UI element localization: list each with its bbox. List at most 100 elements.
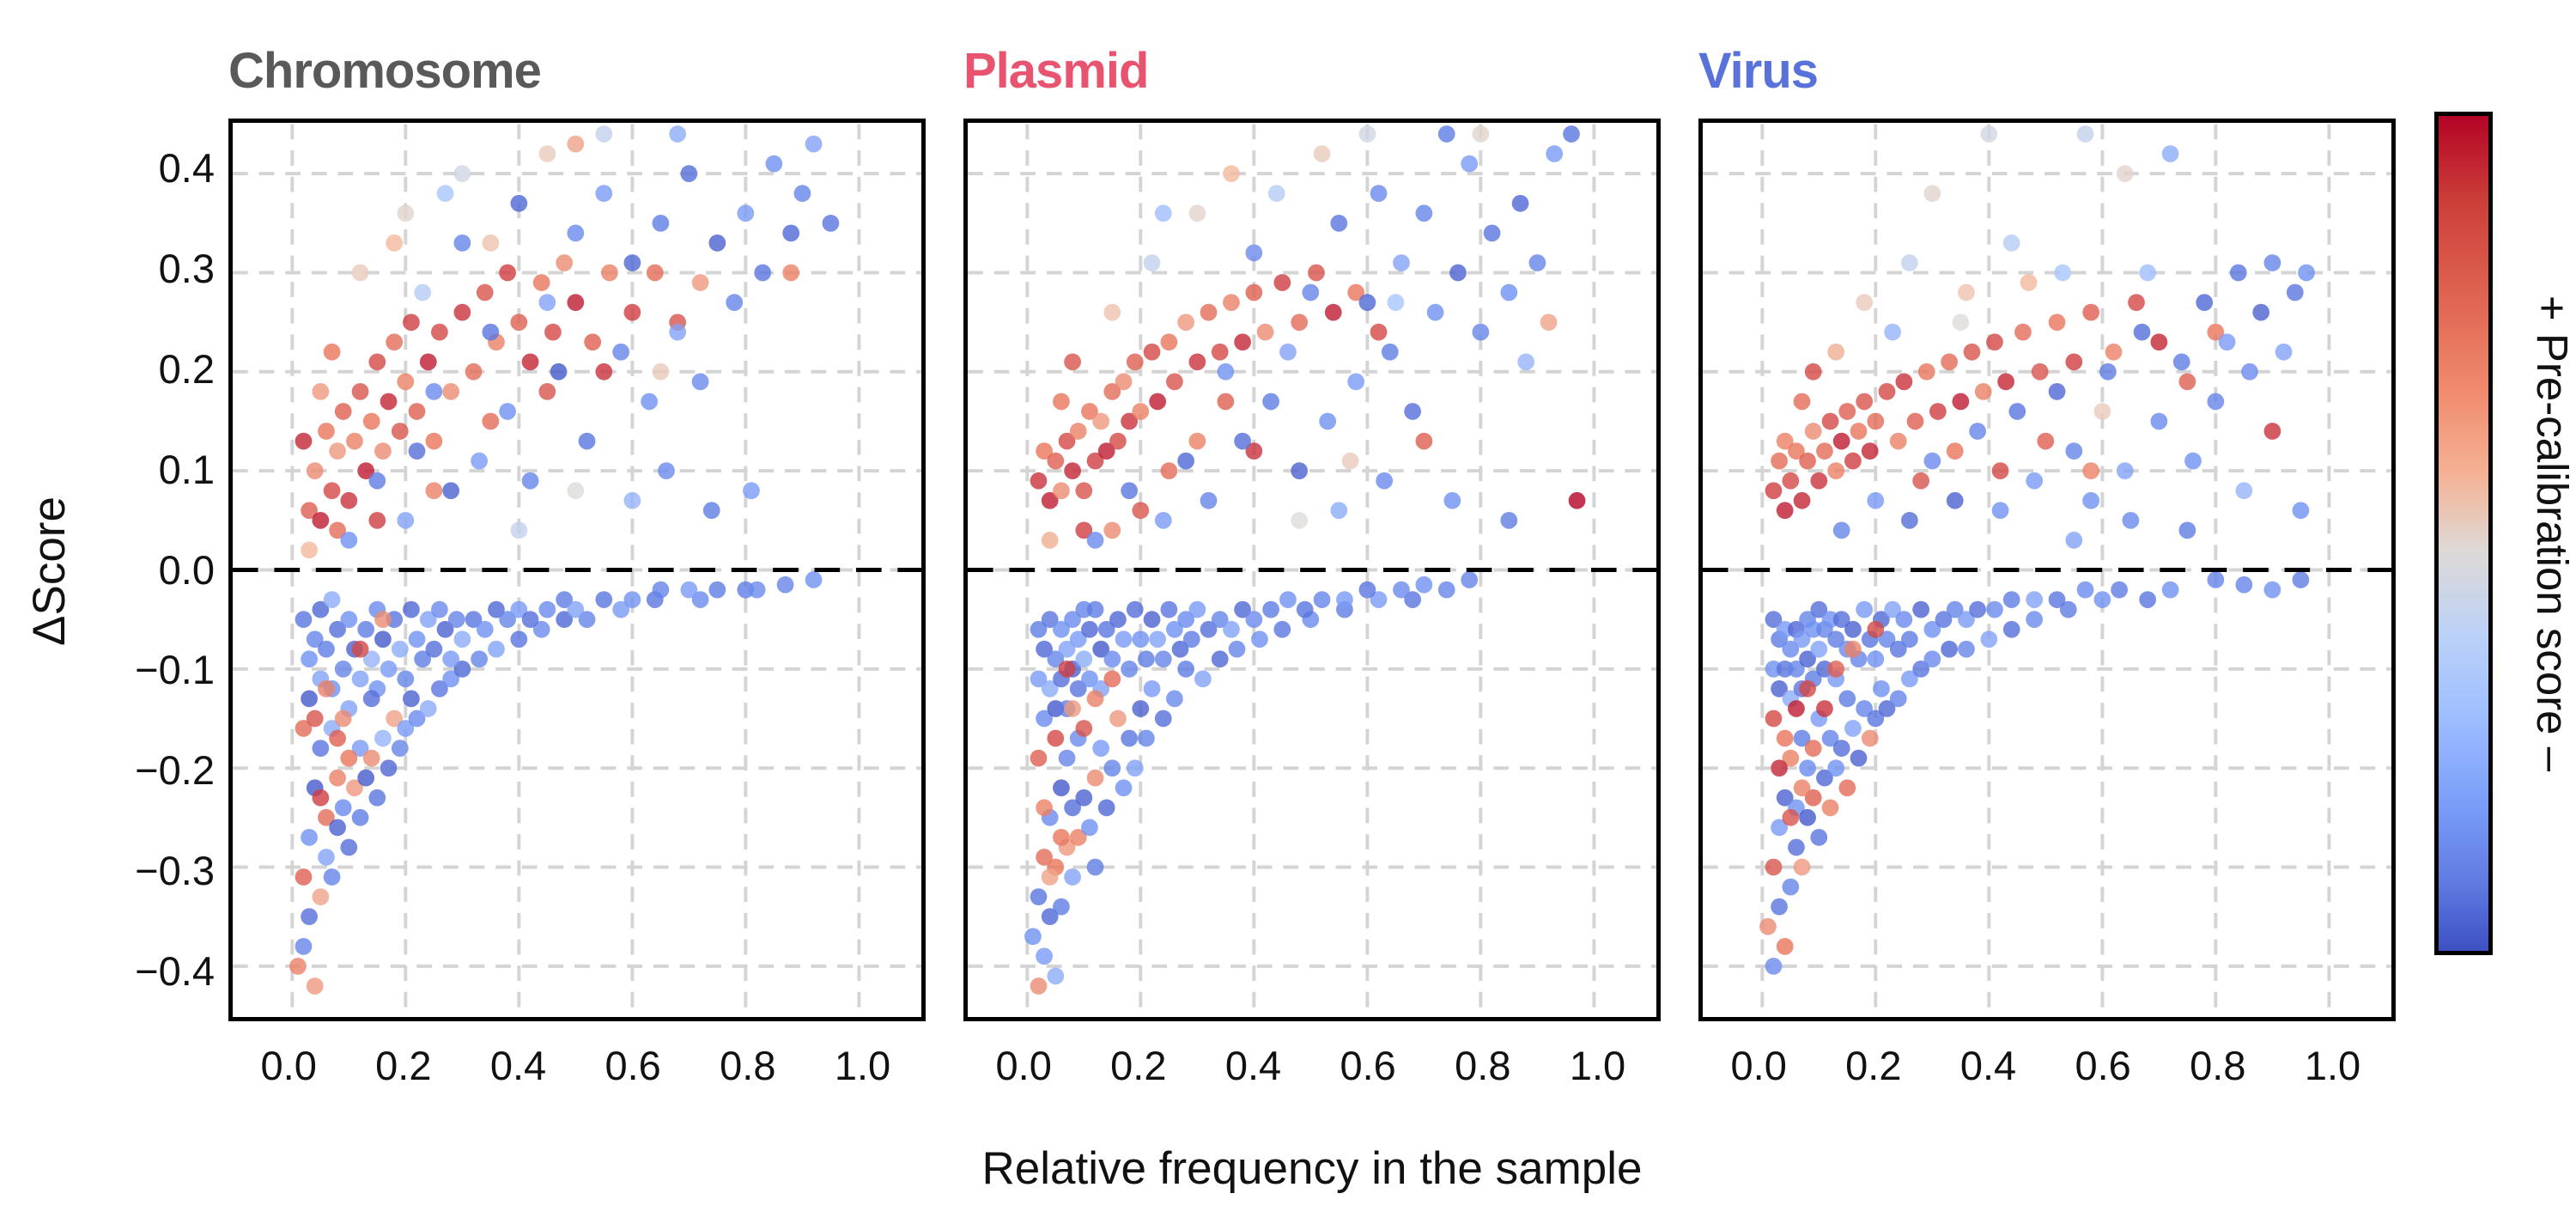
data-point	[1121, 482, 1139, 500]
data-point	[1850, 749, 1868, 767]
data-point	[2048, 383, 2066, 400]
x-tick-label: 0.6	[1340, 1043, 1396, 1088]
data-point	[1211, 650, 1229, 668]
data-point	[550, 362, 568, 381]
data-point	[1075, 482, 1093, 500]
data-point	[641, 393, 659, 411]
data-point	[2292, 502, 2310, 520]
data-point	[2207, 393, 2225, 411]
data-point	[1844, 452, 1862, 470]
data-point	[362, 650, 380, 668]
data-point	[2218, 333, 2236, 351]
data-point	[1816, 442, 1833, 460]
data-point	[471, 452, 488, 470]
data-point	[1810, 829, 1828, 846]
data-point	[1064, 611, 1081, 629]
data-point	[1069, 829, 1087, 846]
data-point	[1047, 967, 1065, 985]
data-point	[289, 957, 307, 975]
data-point	[431, 323, 448, 341]
data-point	[499, 264, 516, 282]
data-point	[2178, 521, 2196, 539]
data-point	[1036, 442, 1053, 460]
data-point	[323, 591, 341, 608]
data-point	[1041, 679, 1059, 697]
data-point	[567, 482, 585, 500]
data-point	[1097, 620, 1115, 638]
data-point	[1296, 600, 1314, 618]
data-point	[1782, 640, 1800, 658]
data-point	[1832, 432, 1850, 450]
data-point	[1058, 432, 1076, 450]
data-point	[2105, 343, 2123, 361]
data-point	[1765, 858, 1783, 876]
data-point	[595, 185, 613, 203]
data-point	[1832, 611, 1850, 629]
data-point	[556, 591, 574, 608]
data-point	[1182, 630, 1200, 648]
data-point	[1958, 611, 1975, 629]
data-point	[301, 650, 318, 668]
data-point	[1827, 630, 1845, 648]
data-point	[1771, 898, 1788, 916]
data-point	[1036, 947, 1053, 965]
data-point	[329, 521, 346, 539]
data-point	[1415, 575, 1433, 594]
data-point	[2275, 343, 2293, 361]
data-point	[1291, 462, 1309, 480]
data-point	[1086, 769, 1104, 787]
data-point	[1472, 125, 1490, 143]
data-point	[1075, 720, 1093, 737]
data-point	[1103, 670, 1121, 688]
data-point	[329, 442, 346, 460]
data-point	[1980, 125, 1998, 143]
data-point	[340, 491, 358, 509]
data-point	[532, 620, 550, 638]
data-point	[1804, 789, 1822, 807]
data-point	[1132, 630, 1150, 648]
data-point	[1115, 373, 1133, 391]
data-point	[1788, 442, 1805, 460]
data-point	[1867, 412, 1885, 430]
data-point	[726, 294, 744, 311]
data-point	[312, 888, 330, 906]
data-point	[1041, 491, 1059, 509]
data-point	[1064, 462, 1081, 480]
data-point	[1075, 650, 1093, 668]
x-tick-label: 0.2	[375, 1043, 432, 1088]
x-tick-label: 0.4	[489, 1043, 547, 1088]
data-point	[1765, 482, 1783, 500]
data-point	[2139, 264, 2157, 282]
data-point	[1273, 620, 1291, 638]
data-point	[453, 234, 471, 252]
data-point	[318, 640, 335, 658]
data-point	[1109, 611, 1127, 629]
data-point	[1878, 383, 1896, 400]
data-point	[1461, 155, 1479, 173]
data-point	[1895, 611, 1913, 629]
data-point	[334, 403, 352, 420]
data-point	[1103, 650, 1121, 668]
data-point	[1827, 759, 1845, 777]
y-tick-label: −0.2	[135, 747, 215, 794]
data-point	[1810, 472, 1828, 490]
data-point	[1121, 412, 1139, 430]
data-point	[403, 600, 420, 618]
data-point	[362, 412, 380, 430]
data-point	[1086, 690, 1104, 708]
data-point	[368, 789, 386, 807]
data-point	[1194, 670, 1212, 688]
data-point	[1917, 362, 1935, 381]
data-point	[1404, 591, 1422, 608]
data-point	[1166, 373, 1183, 391]
data-point	[1036, 849, 1053, 866]
data-point	[1291, 314, 1309, 332]
data-point	[1782, 749, 1800, 767]
data-point	[538, 294, 556, 311]
data-point	[1952, 314, 1970, 332]
data-point	[1097, 799, 1115, 817]
data-point	[2048, 591, 2066, 608]
data-point	[1958, 640, 1975, 658]
data-point	[323, 868, 341, 886]
